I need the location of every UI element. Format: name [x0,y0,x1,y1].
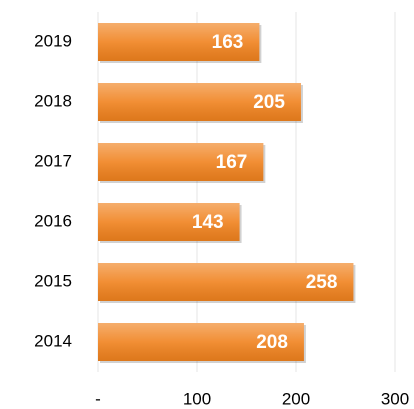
data-label: 143 [192,212,224,233]
y-tick-label: 2018 [34,91,72,110]
data-label: 205 [253,92,285,113]
bar-shine [98,143,264,181]
data-label: 258 [306,272,338,293]
x-tick-label: 300 [381,389,409,408]
x-tick-label: 200 [282,389,310,408]
bar-shine [98,83,301,121]
y-tick-label: 2019 [34,31,72,50]
y-tick-label: 2017 [34,151,72,170]
x-tick-label: - [95,389,101,408]
data-label: 163 [212,32,244,53]
x-tick-label: 100 [183,389,211,408]
bar-shine [98,323,304,361]
y-tick-label: 2014 [34,331,72,350]
data-label: 167 [216,152,248,173]
bar-shine [98,23,260,61]
bar-shine [98,263,354,301]
y-tick-label: 2015 [34,271,72,290]
data-label: 208 [256,332,288,353]
bar-shine [98,203,240,241]
y-tick-label: 2016 [34,211,72,230]
